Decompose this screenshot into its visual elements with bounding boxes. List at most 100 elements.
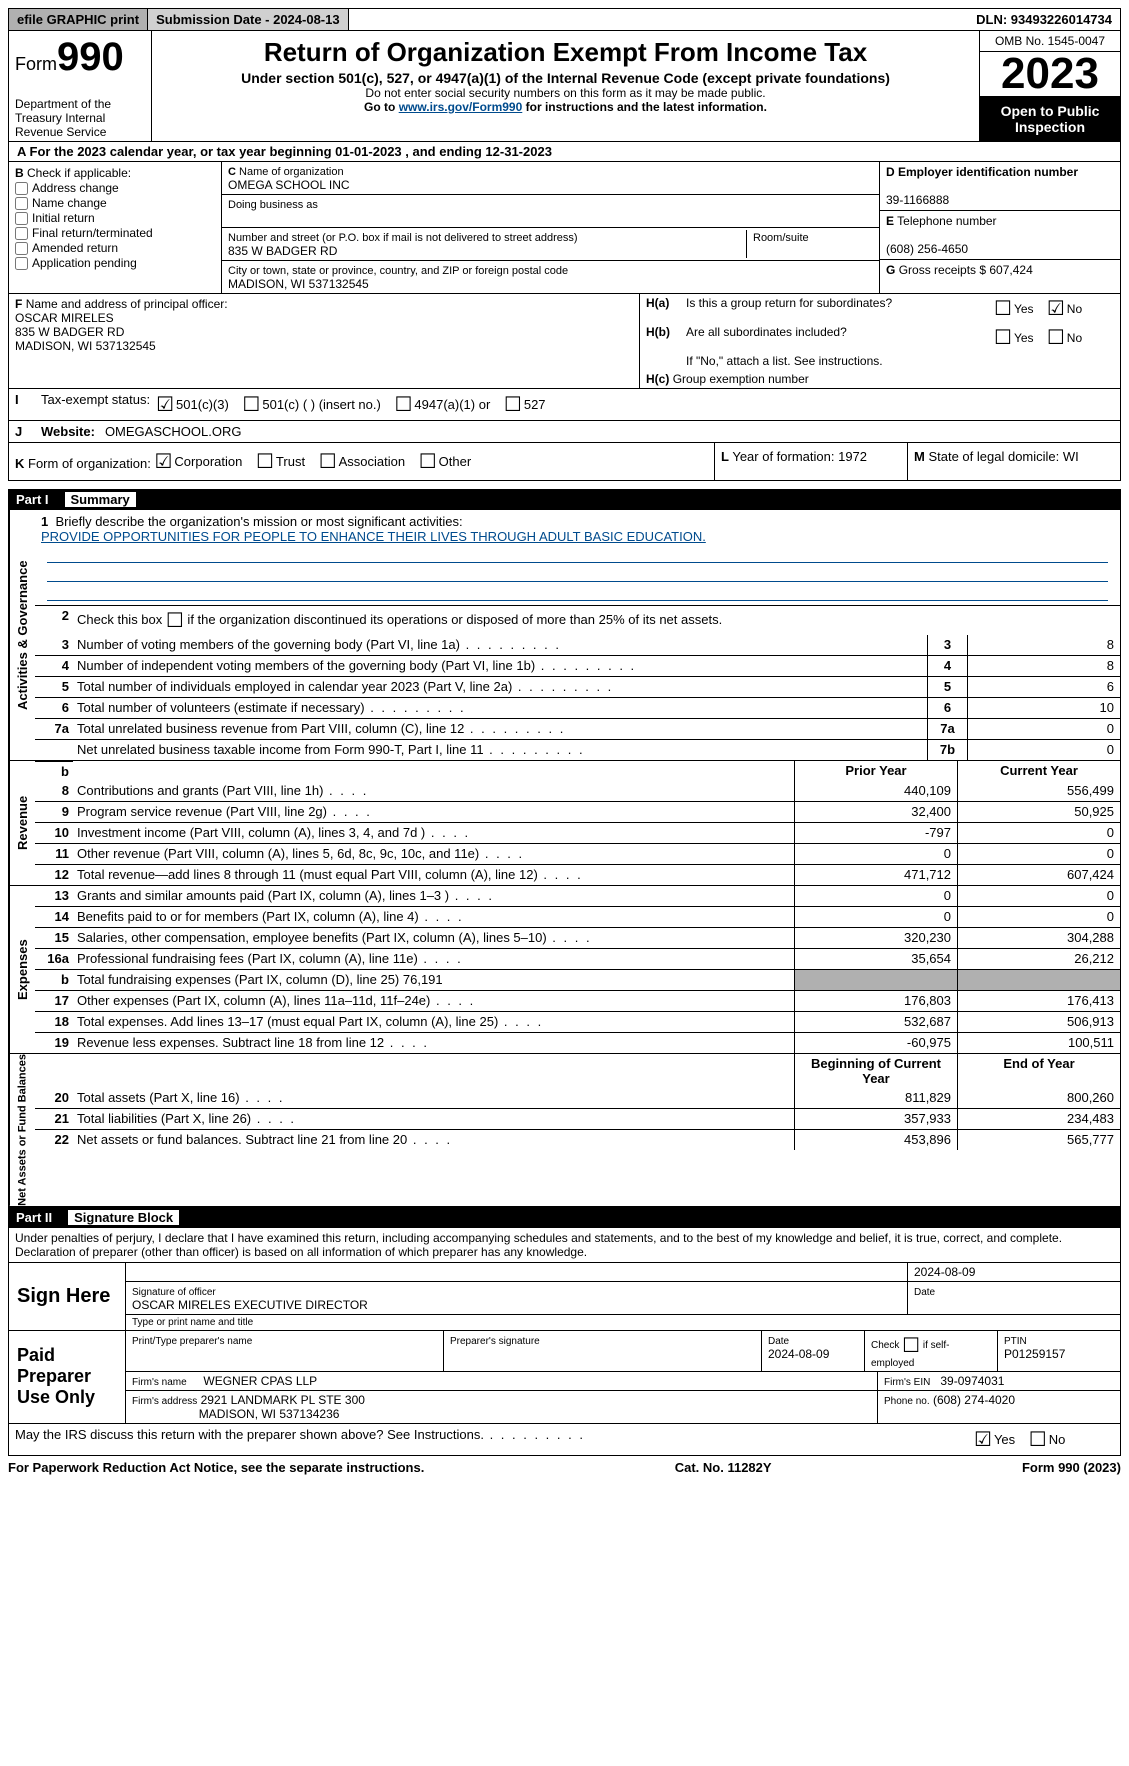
part1-num: Part I bbox=[16, 492, 65, 507]
efile-button[interactable]: efile GRAPHIC print bbox=[9, 9, 148, 30]
discuss-yes: Yes bbox=[994, 1432, 1015, 1447]
dept-label: Department of the Treasury Internal Reve… bbox=[15, 97, 151, 139]
initial-return-label: Initial return bbox=[32, 211, 95, 225]
final-return-label: Final return/terminated bbox=[32, 226, 153, 240]
firm-addr1: 2921 LANDMARK PL STE 300 bbox=[201, 1393, 365, 1407]
mission-value: PROVIDE OPPORTUNITIES FOR PEOPLE TO ENHA… bbox=[41, 529, 706, 544]
col-prior: Prior Year bbox=[794, 761, 957, 781]
501c-label: 501(c) ( ) (insert no.) bbox=[262, 397, 380, 412]
footer-right-form: 990 bbox=[1058, 1460, 1080, 1475]
top-bar: efile GRAPHIC print Submission Date - 20… bbox=[8, 8, 1121, 31]
4947-checkbox[interactable]: ☐ bbox=[394, 392, 412, 417]
section-a: A For the 2023 calendar year, or tax yea… bbox=[8, 142, 1121, 162]
part2-num: Part II bbox=[16, 1210, 68, 1225]
year-formation: Year of formation: 1972 bbox=[732, 449, 867, 464]
summary-line: 10Investment income (Part VIII, column (… bbox=[35, 822, 1120, 843]
footer-left: For Paperwork Reduction Act Notice, see … bbox=[8, 1460, 424, 1475]
website-row: J Website: OMEGASCHOOL.ORG bbox=[8, 421, 1121, 443]
application-pending-checkbox[interactable] bbox=[15, 257, 28, 270]
sign-here-section: Sign Here 2024-08-09 Signature of office… bbox=[8, 1263, 1121, 1331]
discuss-no-checkbox[interactable]: ☐ bbox=[1029, 1427, 1047, 1452]
ha-yes-checkbox[interactable]: ☐ bbox=[994, 296, 1012, 321]
calendar-year-text: For the 2023 calendar year, or tax year … bbox=[30, 144, 552, 159]
summary-line: 6Total number of volunteers (estimate if… bbox=[35, 697, 1120, 718]
address-change-checkbox[interactable] bbox=[15, 182, 28, 195]
summary-line: 4Number of independent voting members of… bbox=[35, 655, 1120, 676]
sign-here-label: Sign Here bbox=[9, 1263, 126, 1330]
summary-line: 8Contributions and grants (Part VIII, li… bbox=[35, 781, 1120, 801]
hb-yes-checkbox[interactable]: ☐ bbox=[994, 325, 1012, 350]
initial-return-checkbox[interactable] bbox=[15, 212, 28, 225]
501c-checkbox[interactable]: ☐ bbox=[242, 392, 260, 417]
website-label: Website: bbox=[41, 421, 95, 442]
line2-checkbox[interactable]: ☐ bbox=[166, 610, 184, 632]
self-emp-checkbox[interactable]: ☐ bbox=[902, 1335, 920, 1357]
netassets-section: Net Assets or Fund Balances Beginning of… bbox=[8, 1054, 1121, 1207]
info-block: B Check if applicable: Address change Na… bbox=[8, 162, 1121, 294]
city-label: City or town, state or province, country… bbox=[228, 265, 568, 277]
spacer bbox=[349, 9, 969, 30]
summary-line: 18Total expenses. Add lines 13–17 (must … bbox=[35, 1011, 1120, 1032]
summary-line: 7aTotal unrelated business revenue from … bbox=[35, 718, 1120, 739]
rule3 bbox=[47, 582, 1108, 601]
other-checkbox[interactable]: ☐ bbox=[419, 449, 437, 474]
name-change-checkbox[interactable] bbox=[15, 197, 28, 210]
discuss-no: No bbox=[1049, 1432, 1066, 1447]
box-b: B Check if applicable: Address change Na… bbox=[9, 162, 222, 293]
sig-officer-label: Signature of officer bbox=[132, 1287, 216, 1298]
side-netassets: Net Assets or Fund Balances bbox=[9, 1054, 35, 1206]
tax-year: 2023 bbox=[980, 52, 1120, 97]
summary-line: 17Other expenses (Part IX, column (A), l… bbox=[35, 990, 1120, 1011]
assoc-label: Association bbox=[339, 454, 405, 469]
527-checkbox[interactable]: ☐ bbox=[504, 392, 522, 417]
summary-line: 22Net assets or fund balances. Subtract … bbox=[35, 1129, 1120, 1150]
box-c: C Name of organization OMEGA SCHOOL INC … bbox=[222, 162, 879, 293]
final-return-checkbox[interactable] bbox=[15, 227, 28, 240]
city-value: MADISON, WI 537132545 bbox=[228, 277, 369, 291]
summary-line: 20Total assets (Part X, line 16)811,8298… bbox=[35, 1088, 1120, 1108]
footer: For Paperwork Reduction Act Notice, see … bbox=[8, 1456, 1121, 1475]
form-label: Form bbox=[15, 54, 57, 74]
summary-line: 12Total revenue—add lines 8 through 11 (… bbox=[35, 864, 1120, 885]
tax-exempt-row: I Tax-exempt status: ☑ 501(c)(3) ☐ 501(c… bbox=[8, 389, 1121, 421]
box-h: H(a) Is this a group return for subordin… bbox=[639, 294, 1120, 388]
rule1 bbox=[47, 544, 1108, 563]
ptin-label: PTIN bbox=[1004, 1336, 1027, 1347]
group-return-label: Is this a group return for subordinates? bbox=[686, 296, 994, 321]
part2-header: Part II Signature Block bbox=[8, 1207, 1121, 1228]
col-current: Current Year bbox=[957, 761, 1120, 781]
discuss-yes-checkbox[interactable]: ☑ bbox=[974, 1427, 992, 1452]
header-right: OMB No. 1545-0047 2023 Open to Public In… bbox=[980, 31, 1120, 141]
dln-label: DLN: 93493226014734 bbox=[968, 9, 1120, 30]
summary-line: 5Total number of individuals employed in… bbox=[35, 676, 1120, 697]
ein-value: 39-1166888 bbox=[886, 193, 949, 207]
assoc-checkbox[interactable]: ☐ bbox=[319, 449, 337, 474]
no-label: No bbox=[1067, 302, 1082, 316]
paid-preparer-section: Paid Preparer Use Only Print/Type prepar… bbox=[8, 1331, 1121, 1424]
state-domicile: State of legal domicile: WI bbox=[928, 449, 1078, 464]
part1-title: Summary bbox=[65, 492, 136, 507]
application-pending-label: Application pending bbox=[32, 256, 137, 270]
type-name-label: Type or print name and title bbox=[126, 1315, 1120, 1330]
form-title: Return of Organization Exempt From Incom… bbox=[162, 37, 969, 68]
street-label: Number and street (or P.O. box if mail i… bbox=[228, 232, 578, 244]
tax-exempt-label: Tax-exempt status: bbox=[41, 389, 150, 420]
officer-label: Name and address of principal officer: bbox=[26, 297, 228, 311]
ha-no-checkbox[interactable]: ☑ bbox=[1047, 296, 1065, 321]
ein-label: Employer identification number bbox=[898, 165, 1078, 179]
side-revenue: Revenue bbox=[9, 761, 35, 885]
firm-phone-label: Phone no. bbox=[884, 1396, 930, 1407]
paid-preparer-label: Paid Preparer Use Only bbox=[9, 1331, 126, 1423]
corp-checkbox[interactable]: ☑ bbox=[154, 449, 172, 474]
amended-return-checkbox[interactable] bbox=[15, 242, 28, 255]
501c3-checkbox[interactable]: ☑ bbox=[156, 392, 174, 417]
address-change-label: Address change bbox=[32, 181, 119, 195]
hb-no-checkbox[interactable]: ☐ bbox=[1047, 325, 1065, 350]
summary-line: Net unrelated business taxable income fr… bbox=[35, 739, 1120, 760]
trust-checkbox[interactable]: ☐ bbox=[256, 449, 274, 474]
summary-line: 15Salaries, other compensation, employee… bbox=[35, 927, 1120, 948]
expenses-section: Expenses 13Grants and similar amounts pa… bbox=[8, 886, 1121, 1054]
revenue-section: Revenue b Prior Year Current Year 8Contr… bbox=[8, 761, 1121, 886]
mission-label: Briefly describe the organization's miss… bbox=[55, 514, 462, 529]
irs-link[interactable]: www.irs.gov/Form990 bbox=[399, 100, 523, 114]
